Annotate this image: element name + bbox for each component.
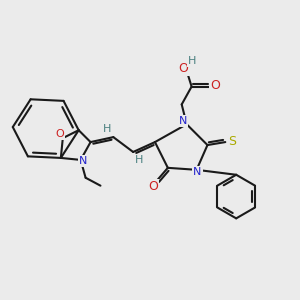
Text: O: O	[56, 129, 64, 139]
Text: O: O	[148, 180, 158, 193]
Text: N: N	[78, 156, 87, 166]
Text: H: H	[103, 124, 112, 134]
Text: N: N	[194, 167, 202, 177]
Text: H: H	[135, 155, 143, 165]
Text: O: O	[211, 79, 220, 92]
Text: O: O	[179, 62, 189, 75]
Text: H: H	[188, 56, 196, 66]
Text: S: S	[228, 135, 236, 148]
Text: N: N	[178, 116, 187, 126]
